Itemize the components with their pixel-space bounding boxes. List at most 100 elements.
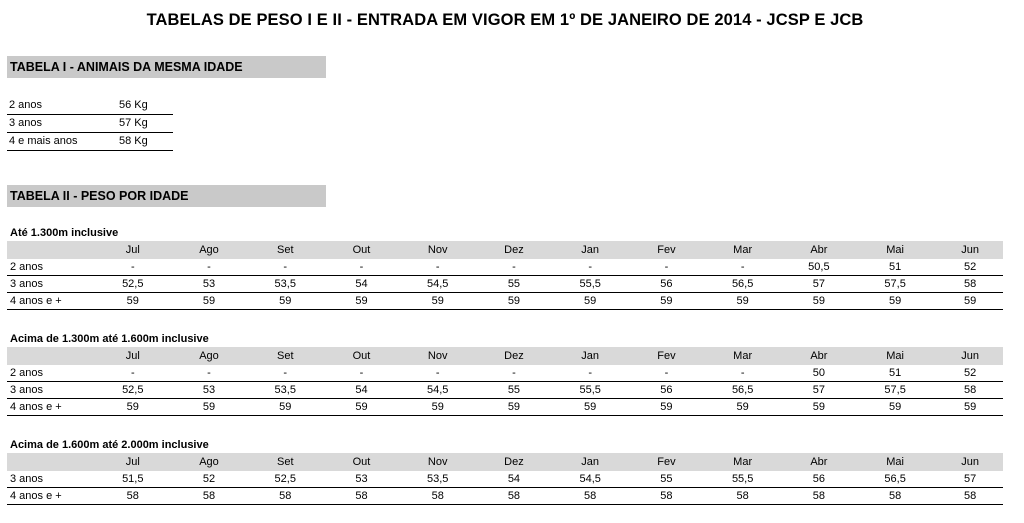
weight-cell: - (740, 261, 745, 273)
table-row: 4 anos e + 58 58 58 58 58 58 58 58 58 58… (7, 488, 1003, 505)
weight-cell: 58 (736, 490, 749, 502)
weight-cell: 58 (507, 490, 521, 502)
empty-header-cell (7, 453, 91, 471)
weight-cell: 55,5 (579, 278, 601, 290)
weight-cell: 53 (355, 473, 368, 485)
month-header: Jun (961, 456, 979, 468)
month-header: Mar (733, 456, 753, 468)
weight-cell: 59 (202, 295, 216, 307)
weight-cell: 54 (507, 473, 521, 485)
weight-cell: 58 (202, 490, 216, 502)
month-header: Jul (125, 456, 140, 468)
weight-cell: 56 (812, 473, 825, 485)
row-label: 3 anos (10, 473, 44, 485)
weight-cell: 52,5 (122, 384, 144, 396)
month-header: Jun (961, 244, 979, 256)
weight-cell: 53,5 (274, 278, 296, 290)
weight-cell: 52,5 (122, 278, 144, 290)
weight-cell: 56,5 (731, 384, 754, 396)
month-header: Nov (427, 350, 448, 362)
weight-cell: 51,5 (122, 473, 144, 485)
group-title: Acima de 1.600m até 2.000m inclusive (10, 439, 209, 451)
month-header: Fev (657, 350, 676, 362)
weight-cell: 59 (964, 295, 977, 307)
month-header: Ago (199, 244, 219, 256)
month-header: Mar (733, 244, 753, 256)
weight-cell: 59 (431, 295, 444, 307)
weight-cell: 50 (812, 367, 825, 379)
tabela-1: 2 anos 56 Kg 3 anos 57 Kg 4 e mais anos … (7, 97, 173, 151)
weight-cell: 52,5 (274, 473, 296, 485)
weight-cell: 59 (736, 401, 749, 413)
row-value: 57 Kg (119, 117, 148, 129)
month-header: Out (352, 456, 371, 468)
weight-cell: 58 (279, 490, 292, 502)
weight-cell: 55 (507, 384, 521, 396)
weight-cell: - (435, 261, 440, 273)
weight-cell: 55 (660, 473, 673, 485)
weight-cell: 56,5 (731, 278, 754, 290)
weight-cell: 55 (507, 278, 521, 290)
weight-cell: 53 (202, 278, 216, 290)
weight-cell: - (588, 261, 593, 273)
weight-cell: - (435, 367, 440, 379)
weight-cell: 58 (355, 490, 368, 502)
month-header: Mai (886, 456, 904, 468)
month-header-row: Jul Ago Set Out Nov Dez Jan Fev Mar Abr … (7, 347, 1003, 365)
weight-cell: 58 (888, 490, 902, 502)
weight-cell: 59 (279, 401, 292, 413)
weight-cell: 59 (279, 295, 292, 307)
weight-cell: 58 (584, 490, 597, 502)
weight-cell: - (207, 367, 211, 379)
weight-cell: 55,5 (731, 473, 754, 485)
row-value: 56 Kg (119, 99, 148, 111)
weight-cell: - (664, 367, 669, 379)
weight-cell: - (359, 367, 364, 379)
weight-cell: 59 (660, 295, 673, 307)
weight-cell: 59 (584, 295, 597, 307)
month-header: Jul (125, 244, 140, 256)
weight-cell: 54 (355, 278, 368, 290)
weight-cell: - (359, 261, 364, 273)
row-label: 3 anos (9, 117, 43, 129)
weight-cell: - (130, 261, 135, 273)
weight-cell: - (740, 367, 745, 379)
weight-cell: 59 (812, 295, 825, 307)
weight-cell: 54,5 (427, 384, 449, 396)
month-header: Abr (810, 350, 828, 362)
weight-cell: 59 (964, 401, 977, 413)
month-header: Out (352, 244, 371, 256)
weight-cell: 56 (660, 278, 673, 290)
table-row: 3 anos 52,5 53 53,5 54 54,5 55 55,5 56 5… (7, 276, 1003, 293)
weight-cell: 56,5 (884, 473, 906, 485)
month-header: Fev (657, 244, 676, 256)
weight-cell: 54 (355, 384, 368, 396)
tabela-2-header: TABELA II - PESO POR IDADE (7, 185, 326, 207)
month-header: Dez (504, 244, 524, 256)
table-row: 2 anos - - - - - - - - - 50 51 52 (7, 365, 1003, 382)
weight-cell: 54,5 (579, 473, 601, 485)
tabela-1-row: 2 anos 56 Kg (7, 97, 173, 115)
row-label: 4 anos e + (10, 401, 62, 413)
weight-cell: 59 (507, 401, 521, 413)
table-row: 2 anos - - - - - - - - - 50,5 51 52 (7, 259, 1003, 276)
weight-cell: - (283, 367, 288, 379)
weight-cell: 58 (126, 490, 139, 502)
weight-cell: 53,5 (274, 384, 296, 396)
month-header-row: Jul Ago Set Out Nov Dez Jan Fev Mar Abr … (7, 453, 1003, 471)
row-label: 2 anos (9, 99, 43, 111)
table-row: 3 anos 51,5 52 52,5 53 53,5 54 54,5 55 5… (7, 471, 1003, 488)
weight-cell: 58 (812, 490, 825, 502)
row-label: 2 anos (10, 261, 44, 273)
weight-cell: 50,5 (808, 261, 830, 273)
weight-cell: 59 (355, 401, 368, 413)
month-header: Jan (581, 350, 600, 362)
weight-cell: 59 (660, 401, 673, 413)
month-header: Jun (961, 350, 979, 362)
table-row: 4 anos e + 59 59 59 59 59 59 59 59 59 59… (7, 399, 1003, 416)
month-header: Dez (504, 456, 524, 468)
row-value: 58 Kg (119, 135, 148, 147)
weight-cell: 59 (355, 295, 368, 307)
month-header: Nov (427, 244, 448, 256)
weight-cell: 59 (888, 401, 902, 413)
